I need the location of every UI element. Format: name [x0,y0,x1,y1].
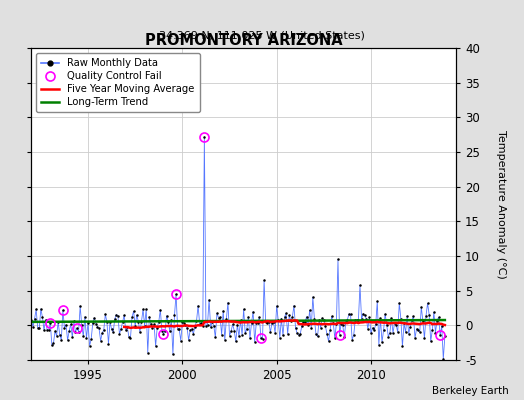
Text: 34.369 N, 111.025 W (United States): 34.369 N, 111.025 W (United States) [159,30,365,40]
Y-axis label: Temperature Anomaly (°C): Temperature Anomaly (°C) [496,130,507,278]
Text: Berkeley Earth: Berkeley Earth [432,386,508,396]
Legend: Raw Monthly Data, Quality Control Fail, Five Year Moving Average, Long-Term Tren: Raw Monthly Data, Quality Control Fail, … [37,53,200,112]
Title: PROMONTORY ARIZONA: PROMONTORY ARIZONA [145,33,343,48]
